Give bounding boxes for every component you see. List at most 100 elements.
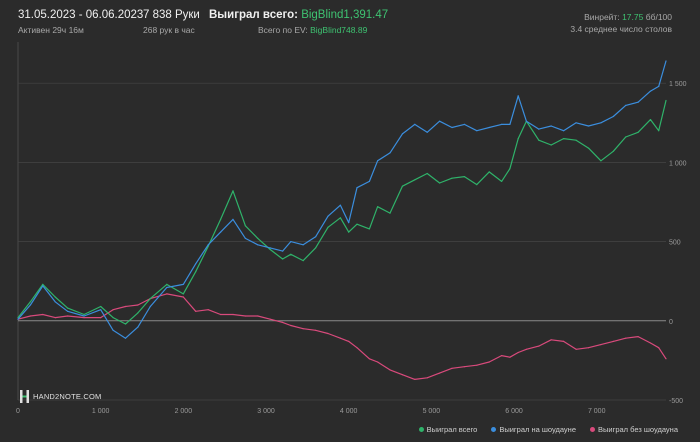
- data-point: [124, 305, 127, 308]
- data-point: [356, 347, 358, 349]
- data-point: [302, 328, 304, 330]
- data-point: [612, 115, 614, 118]
- data-point: [587, 125, 590, 127]
- tables-avg: 3.4 среднее число столов: [570, 24, 672, 34]
- winrate-label: Винрейт:: [584, 12, 620, 22]
- data-point: [637, 336, 639, 338]
- data-point: [100, 317, 102, 319]
- legend-item-total[interactable]: Выиграл всего: [418, 425, 477, 434]
- data-point: [439, 120, 441, 122]
- data-point: [244, 225, 246, 227]
- data-point: [269, 248, 271, 251]
- chart-legend: Выиграл всего Выиграл на шоудауне Выигра…: [418, 425, 678, 434]
- data-point: [137, 304, 139, 306]
- data-point: [54, 301, 56, 303]
- data-point: [348, 222, 350, 224]
- legend-item-showdown[interactable]: Выиграл на шоудауне: [491, 425, 576, 434]
- legend-label-non-showdown: Выиграл без шоудауна: [598, 425, 678, 434]
- data-point: [42, 283, 44, 285]
- data-point: [83, 317, 85, 319]
- data-point: [124, 337, 127, 339]
- data-point: [658, 85, 660, 87]
- data-point: [195, 263, 197, 265]
- data-point: [339, 337, 341, 339]
- data-point: [587, 147, 590, 149]
- ev-label: Всего по EV:: [258, 25, 308, 35]
- stats-header: 31.05.2023 - 06.06.2023 Активен 29ч 16м …: [0, 0, 700, 42]
- hand2note-logo: HAND2NOTE.COM: [20, 390, 101, 403]
- data-point: [42, 285, 44, 287]
- data-point: [563, 130, 565, 132]
- data-point: [649, 342, 652, 344]
- y-tick-labels: -500 0 500 1 000 1 500: [669, 81, 687, 405]
- x-tick-labels: 0 1 000 2 000 3 000 4 000 5 000 6 000 7 000: [16, 408, 606, 415]
- data-point: [550, 144, 552, 146]
- data-point: [282, 250, 284, 252]
- data-point: [463, 123, 465, 125]
- data-point: [232, 218, 234, 220]
- data-point: [637, 131, 639, 133]
- ev-value: BigBlind748.89: [310, 25, 368, 35]
- data-point: [348, 231, 350, 233]
- data-point: [575, 348, 577, 350]
- data-point: [112, 317, 114, 319]
- data-point: [149, 298, 151, 300]
- y-tick-label: -500: [669, 398, 683, 405]
- data-point: [600, 160, 602, 162]
- data-point: [17, 317, 19, 319]
- data-point: [517, 95, 519, 97]
- data-point: [658, 347, 660, 349]
- data-point: [612, 340, 614, 342]
- data-point: [451, 367, 453, 369]
- ev-total: Всего по EV: BigBlind748.89: [258, 25, 367, 35]
- data-point: [232, 190, 234, 192]
- data-point: [439, 372, 441, 374]
- winrate-suffix: бб/100: [645, 12, 672, 22]
- data-point: [401, 133, 403, 135]
- data-point: [625, 104, 627, 106]
- data-point: [244, 315, 246, 317]
- data-point: [244, 237, 246, 239]
- data-point: [327, 332, 329, 335]
- x-tick-label: 0: [16, 408, 20, 415]
- winrate-value: 17.75: [622, 12, 644, 22]
- x-tick-label: 3 000: [257, 408, 275, 415]
- won-total-label: Выиграл всего:: [209, 9, 298, 21]
- data-point: [327, 215, 329, 217]
- y-tick-label: 0: [669, 319, 673, 326]
- series-line-showdown: [17, 60, 667, 339]
- logo-text: HAND2NOTE.COM: [33, 392, 102, 401]
- data-point: [389, 212, 391, 214]
- data-point: [112, 309, 114, 311]
- data-point: [649, 90, 652, 92]
- legend-dot-showdown: [491, 427, 497, 432]
- data-point: [100, 305, 102, 308]
- hands-count: 7 838 Руки: [143, 9, 200, 21]
- series-line-non-showdown: [17, 293, 667, 380]
- data-point: [509, 123, 511, 125]
- series-lines: [17, 60, 667, 380]
- data-point: [195, 271, 197, 273]
- data-point: [451, 177, 453, 179]
- data-point: [665, 358, 667, 360]
- series-line-total: [17, 100, 667, 325]
- data-point: [368, 180, 370, 182]
- data-point: [600, 344, 602, 346]
- data-point: [612, 150, 614, 152]
- data-point: [290, 324, 292, 327]
- data-point: [563, 138, 565, 140]
- data-point: [525, 348, 528, 350]
- data-point: [550, 125, 552, 127]
- date-range: 31.05.2023 - 06.06.2023: [18, 9, 144, 21]
- data-point: [377, 361, 379, 363]
- grid-lines: [17, 42, 666, 401]
- data-point: [377, 206, 379, 208]
- legend-item-non-showdown[interactable]: Выиграл без шоудауна: [590, 425, 678, 434]
- data-point: [356, 223, 358, 225]
- data-point: [488, 126, 490, 129]
- legend-label-showdown: Выиграл на шоудауне: [499, 425, 576, 434]
- data-point: [517, 138, 519, 140]
- data-point: [538, 345, 540, 347]
- data-point: [257, 315, 259, 317]
